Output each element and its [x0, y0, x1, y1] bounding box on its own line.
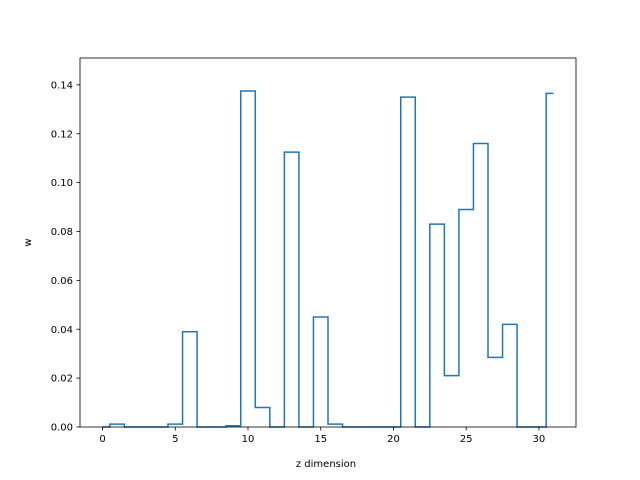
plot-area	[102, 90, 554, 428]
y-tick-label: 0.14	[51, 80, 73, 91]
x-tick-label: 30	[533, 434, 546, 445]
x-tick-label: 15	[314, 434, 327, 445]
y-tick-label: 0.02	[51, 374, 73, 385]
plot-frame	[79, 57, 577, 428]
axes: 0 5 10 15 20 25 30 0.00 0.02 0.04 0.06 0.08 0.10 0.12…	[51, 57, 577, 445]
x-tick-label: 10	[242, 434, 255, 445]
y-tick-label: 0.10	[51, 178, 73, 189]
x-tick-label: 0	[99, 434, 105, 445]
x-tick-label: 20	[387, 434, 400, 445]
y-tick-label: 0.12	[51, 129, 73, 140]
y-tick-label: 0.06	[51, 276, 73, 287]
x-tick-label: 5	[172, 434, 178, 445]
y-tick-label: 0.08	[51, 227, 73, 238]
y-tick-label: 0.04	[51, 325, 73, 336]
x-axis-label: z dimension	[296, 459, 356, 470]
y-tick-label: 0.00	[51, 423, 73, 434]
y-axis-label: w	[23, 238, 34, 246]
series-line-0	[102, 90, 554, 428]
x-tick-label: 25	[460, 434, 473, 445]
